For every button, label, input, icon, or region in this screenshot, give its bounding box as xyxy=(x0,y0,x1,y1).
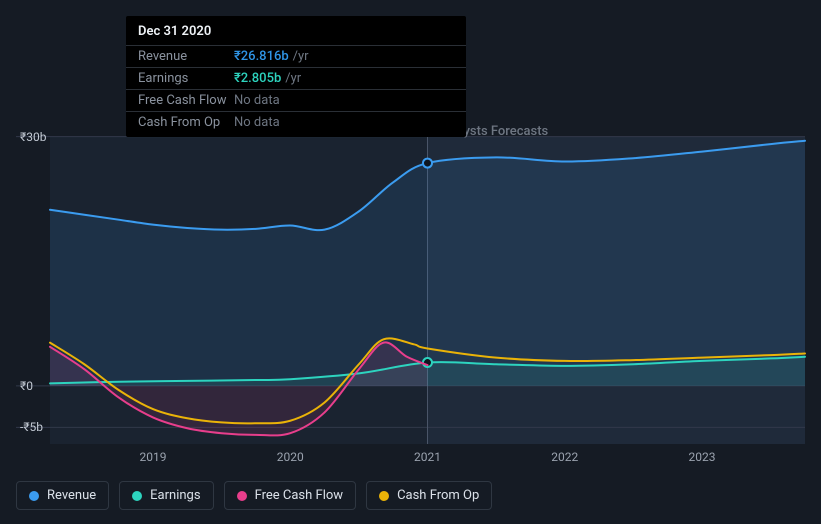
legend-item-revenue[interactable]: Revenue xyxy=(16,481,109,510)
x-axis-label: 2021 xyxy=(414,450,441,464)
legend-dot-icon xyxy=(379,491,389,501)
legend: Revenue Earnings Free Cash Flow Cash From O… xyxy=(16,481,492,510)
tooltip-row-unit: /yr xyxy=(293,49,309,64)
tooltip-row-value: ₹2.805b xyxy=(234,71,281,86)
y-axis-label: -₹5b xyxy=(20,420,43,434)
y-axis-label: ₹30b xyxy=(20,130,46,144)
plot-region[interactable]: ₹30b₹0-₹5bPastAnalysts Forecasts xyxy=(16,120,805,444)
tooltip-date: Dec 31 2020 xyxy=(126,24,466,45)
legend-label: Revenue xyxy=(47,488,96,503)
legend-dot-icon xyxy=(237,491,247,501)
legend-label: Earnings xyxy=(150,488,200,503)
tooltip-row-label: Free Cash Flow xyxy=(138,93,234,108)
legend-label: Free Cash Flow xyxy=(255,488,343,503)
x-axis-label: 2019 xyxy=(139,450,166,464)
legend-item-fcf[interactable]: Free Cash Flow xyxy=(224,481,356,510)
tooltip-row-label: Cash From Op xyxy=(138,115,234,130)
legend-label: Cash From Op xyxy=(397,488,479,503)
y-axis-label: ₹0 xyxy=(20,379,33,393)
chart-area: ₹30b₹0-₹5bPastAnalysts Forecasts 2019202… xyxy=(16,120,805,464)
tooltip-row: Free Cash FlowNo data xyxy=(126,89,466,111)
legend-dot-icon xyxy=(132,491,142,501)
plot-svg xyxy=(16,120,805,444)
x-axis-label: 2020 xyxy=(277,450,304,464)
tooltip-row-nodata: No data xyxy=(234,115,280,130)
tooltip-row-label: Revenue xyxy=(138,49,234,64)
tooltip-row: Cash From OpNo data xyxy=(126,111,466,133)
x-axis-label: 2023 xyxy=(689,450,716,464)
tooltip-row-label: Earnings xyxy=(138,71,234,86)
tooltip-row-unit: /yr xyxy=(285,71,301,86)
tooltip-row: Earnings₹2.805b/yr xyxy=(126,67,466,89)
x-axis-label: 2022 xyxy=(551,450,578,464)
legend-item-cfo[interactable]: Cash From Op xyxy=(366,481,492,510)
tooltip-row-nodata: No data xyxy=(234,93,280,108)
legend-dot-icon xyxy=(29,491,39,501)
tooltip-row-value: ₹26.816b xyxy=(234,49,289,64)
legend-item-earnings[interactable]: Earnings xyxy=(119,481,213,510)
hover-tooltip: Dec 31 2020 Revenue₹26.816b/yrEarnings₹2… xyxy=(126,16,466,137)
tooltip-row: Revenue₹26.816b/yr xyxy=(126,45,466,67)
